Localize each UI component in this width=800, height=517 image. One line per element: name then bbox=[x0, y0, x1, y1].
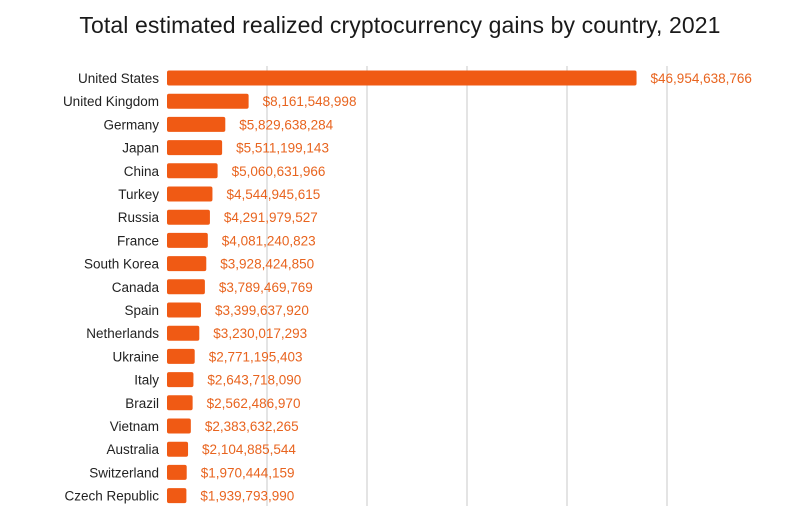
value-label: $4,544,945,615 bbox=[226, 187, 320, 202]
value-label: $1,970,444,159 bbox=[201, 465, 295, 480]
bars bbox=[167, 70, 637, 504]
bar-italy bbox=[167, 372, 194, 388]
value-label: $5,060,631,966 bbox=[232, 164, 326, 179]
value-label: $8,161,548,998 bbox=[263, 94, 357, 109]
category-label: South Korea bbox=[84, 257, 160, 272]
bar-brazil bbox=[167, 395, 193, 411]
value-label: $2,771,195,403 bbox=[209, 349, 303, 364]
value-label: $4,081,240,823 bbox=[222, 233, 316, 248]
category-label: Italy bbox=[134, 373, 159, 388]
bar-spain bbox=[167, 302, 201, 318]
category-label: Netherlands bbox=[86, 326, 159, 341]
value-label: $3,789,469,769 bbox=[219, 280, 313, 295]
value-label: $2,643,718,090 bbox=[207, 373, 301, 388]
category-label: Turkey bbox=[118, 187, 159, 202]
bar-vietnam bbox=[167, 418, 191, 434]
bar-turkey bbox=[167, 186, 213, 202]
bar-russia bbox=[167, 209, 210, 225]
chart-title: Total estimated realized cryptocurrency … bbox=[79, 12, 721, 38]
category-label: United Kingdom bbox=[63, 94, 159, 109]
category-labels: United States United Kingdom Germany Japan C… bbox=[63, 71, 160, 504]
bar-ukraine bbox=[167, 348, 195, 364]
category-label: Japan bbox=[122, 141, 159, 156]
value-label: $5,511,199,143 bbox=[236, 141, 329, 156]
category-label: France bbox=[117, 233, 159, 248]
category-label: Canada bbox=[112, 280, 160, 295]
value-labels: $46,954,638,766 $8,161,548,998 $5,829,638,… bbox=[200, 71, 752, 504]
value-label: $4,291,979,527 bbox=[224, 210, 318, 225]
category-label: Brazil bbox=[125, 396, 159, 411]
value-label: $3,230,017,293 bbox=[213, 326, 307, 341]
value-label: $46,954,638,766 bbox=[651, 71, 752, 86]
bar-canada bbox=[167, 279, 205, 295]
bar-united-kingdom bbox=[167, 93, 249, 109]
bar-japan bbox=[167, 140, 223, 156]
category-label: Germany bbox=[103, 117, 159, 132]
value-label: $5,829,638,284 bbox=[239, 117, 333, 132]
value-label: $2,104,885,544 bbox=[202, 442, 296, 457]
gridlines bbox=[266, 66, 668, 506]
category-label: Australia bbox=[106, 442, 159, 457]
bar-china bbox=[167, 163, 218, 179]
category-label: Ukraine bbox=[112, 349, 159, 364]
bar-netherlands bbox=[167, 325, 200, 341]
value-label: $3,399,637,920 bbox=[215, 303, 309, 318]
value-label: $2,562,486,970 bbox=[207, 396, 301, 411]
value-label: $2,383,632,265 bbox=[205, 419, 299, 434]
category-label: Vietnam bbox=[110, 419, 159, 434]
bar-united-states bbox=[167, 70, 637, 86]
bar-australia bbox=[167, 441, 189, 457]
category-label: United States bbox=[78, 71, 159, 86]
bar-france bbox=[167, 232, 208, 248]
category-label: Spain bbox=[124, 303, 159, 318]
value-label: $3,928,424,850 bbox=[220, 257, 314, 272]
bar-germany bbox=[167, 116, 226, 132]
category-label: Russia bbox=[118, 210, 160, 225]
category-label: China bbox=[124, 164, 160, 179]
bar-switzerland bbox=[167, 464, 187, 480]
category-label: Czech Republic bbox=[64, 489, 159, 504]
bar-czech-republic bbox=[167, 488, 187, 504]
category-label: Switzerland bbox=[89, 465, 159, 480]
value-label: $1,939,793,990 bbox=[200, 489, 294, 504]
bar-south-korea bbox=[167, 256, 207, 272]
